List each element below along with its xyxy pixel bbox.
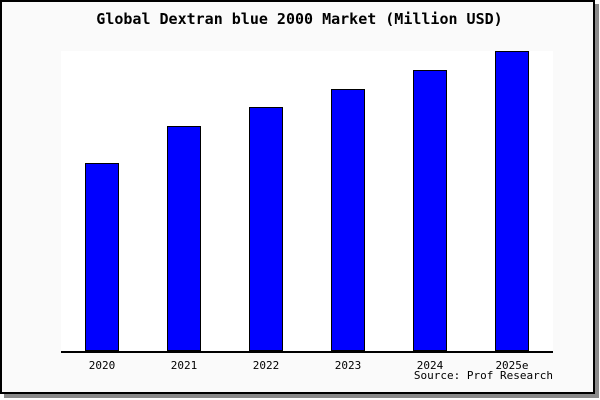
plot-area xyxy=(61,51,553,353)
bar-2025e xyxy=(495,51,529,351)
x-tick-label-2021: 2021 xyxy=(170,359,198,372)
x-tick-label-2022: 2022 xyxy=(252,359,280,372)
bar-2021 xyxy=(167,126,201,351)
x-tick-label-2025e: 2025e xyxy=(495,359,529,372)
x-tick-label-2024: 2024 xyxy=(416,359,444,372)
bar-2024 xyxy=(413,70,447,351)
bar-2020 xyxy=(85,163,119,351)
chart-title: Global Dextran blue 2000 Market (Million… xyxy=(96,10,503,28)
x-tick-label-2020: 2020 xyxy=(88,359,116,372)
source-credit: Source: Prof Research xyxy=(413,369,553,382)
x-tick-label-2023: 2023 xyxy=(334,359,362,372)
x-axis-labels: 2020 2021 2022 2023 2024 2025e xyxy=(2,359,600,373)
chart-card: Global Dextran blue 2000 Market (Million… xyxy=(0,0,595,394)
bar-2022 xyxy=(249,107,283,351)
bar-2023 xyxy=(331,89,365,351)
